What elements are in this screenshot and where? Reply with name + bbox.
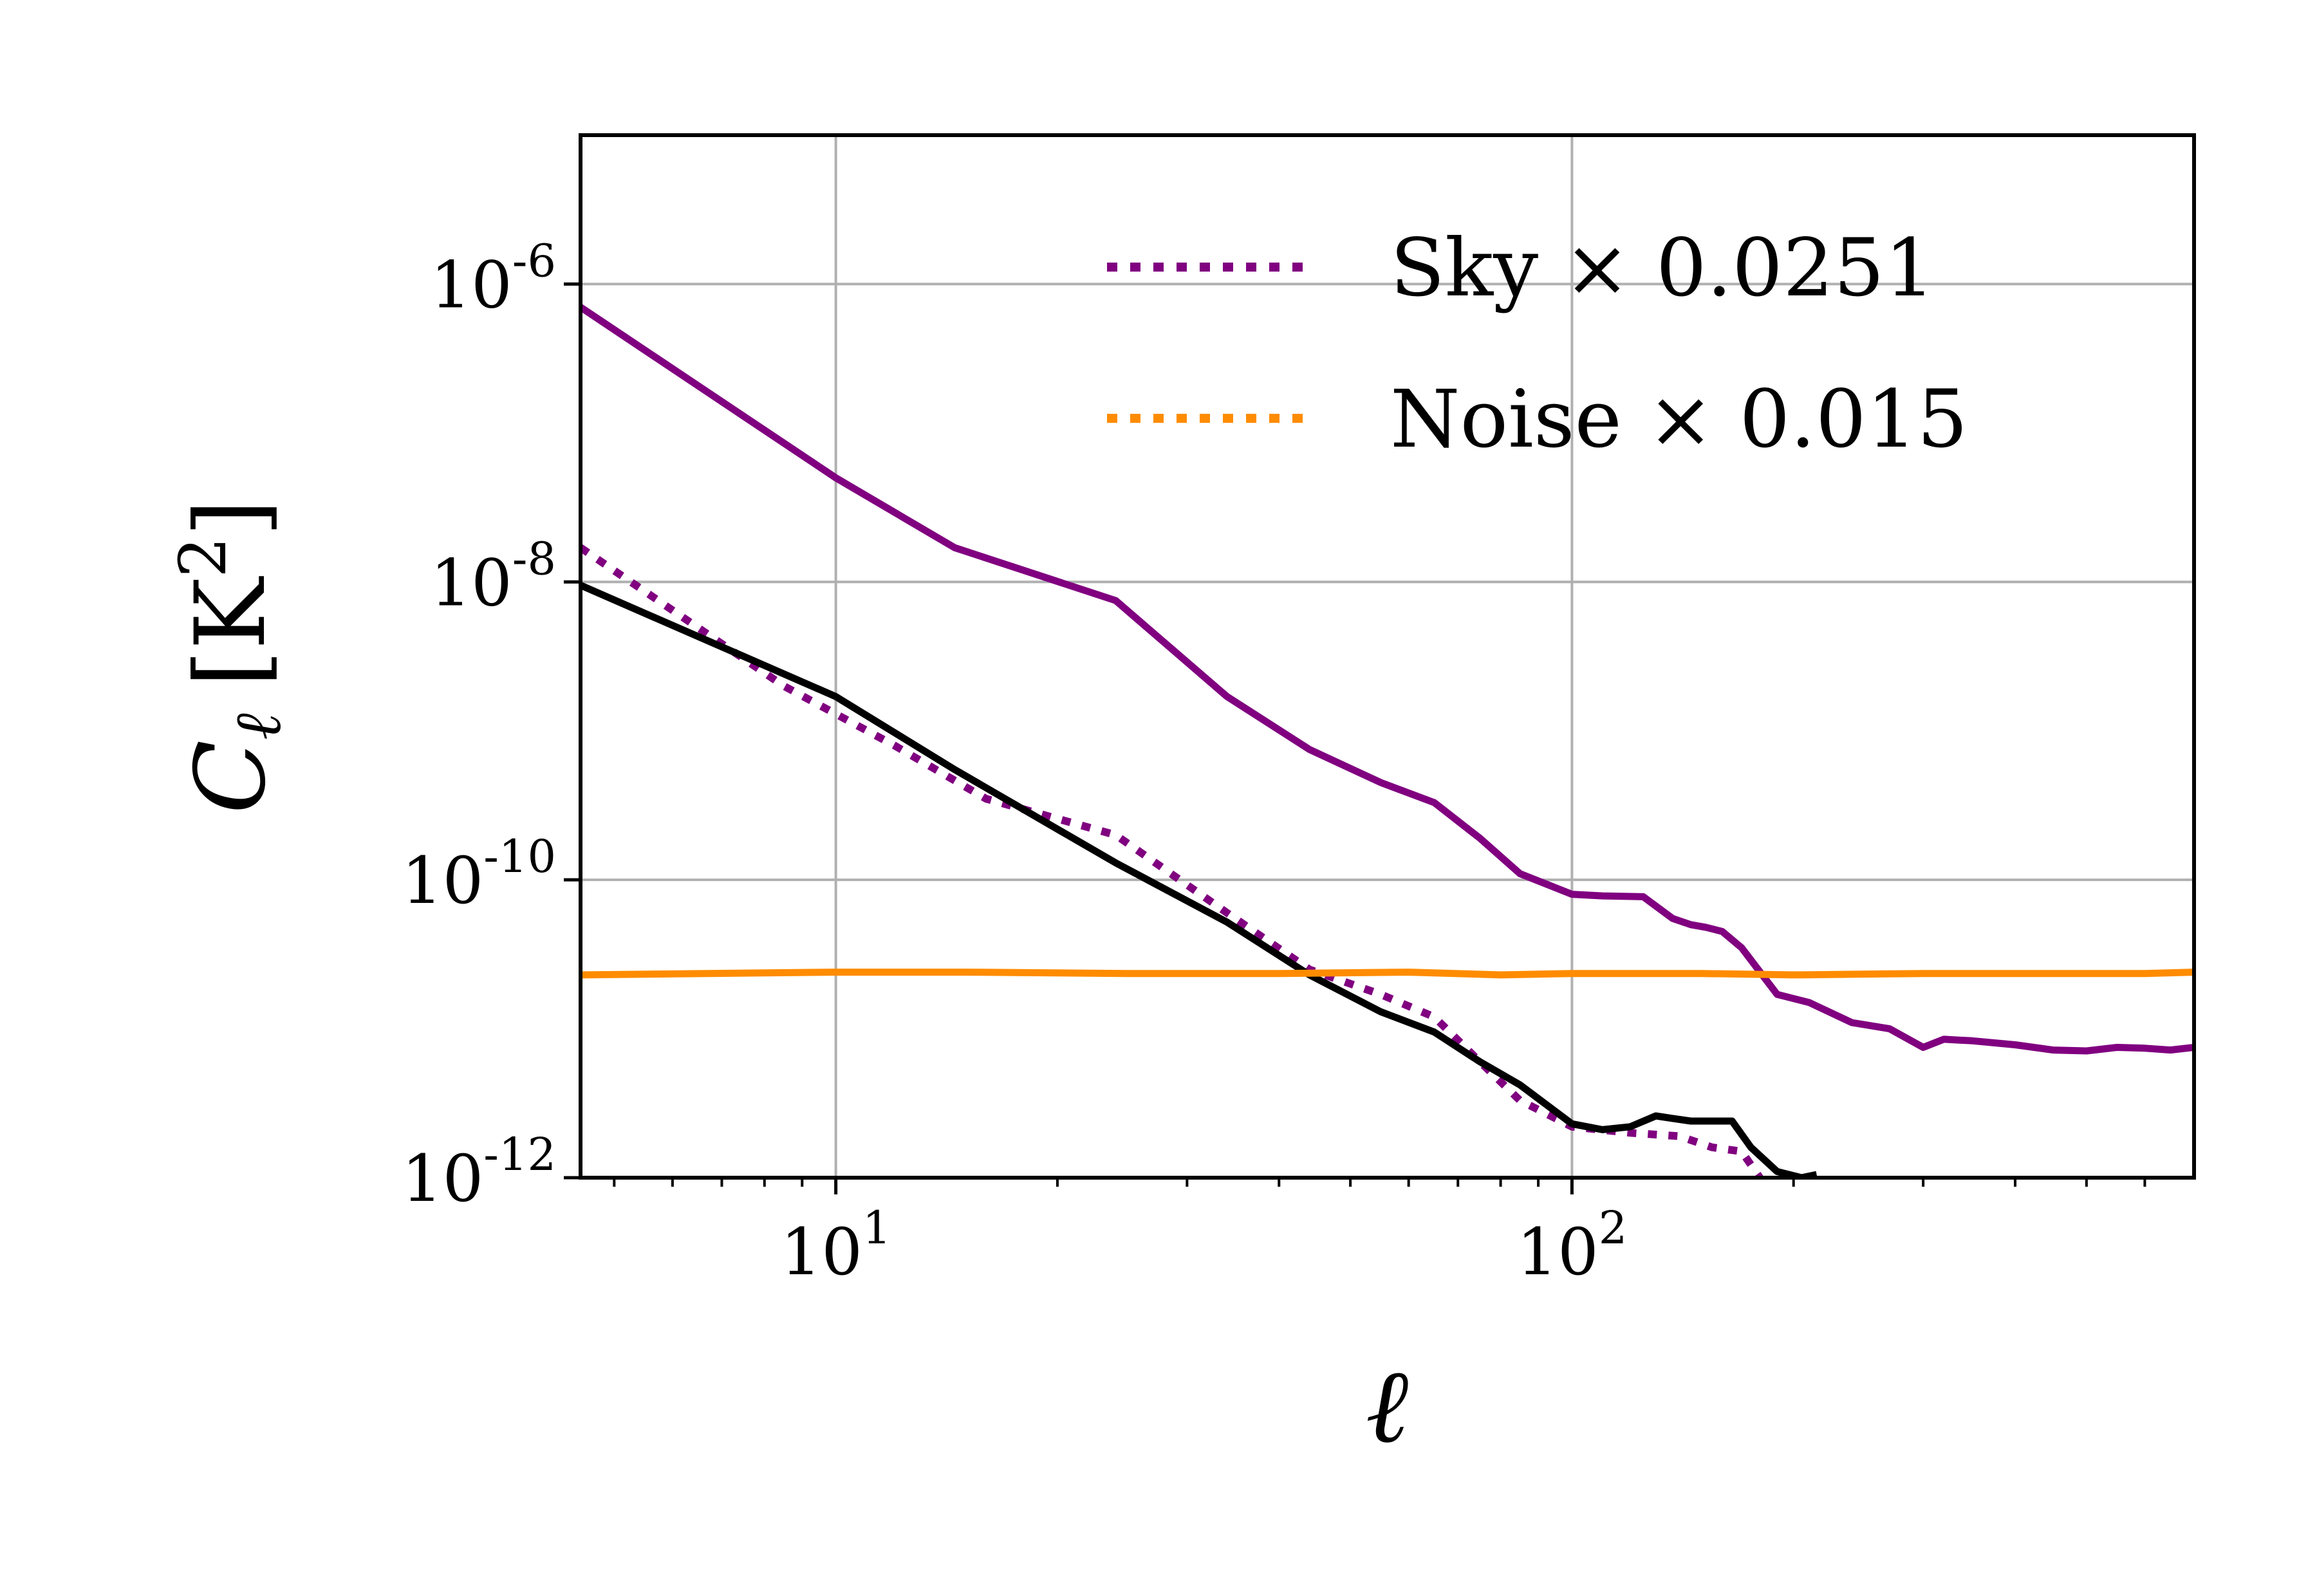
y-tick-base: 10 [431, 247, 512, 322]
legend-label: Noise × 0.015 [1390, 373, 1968, 466]
y-tick-exponent: -6 [512, 234, 556, 287]
y-tick-label: 10-6 [431, 234, 556, 322]
y-tick-base: 10 [402, 843, 483, 918]
series-line-sky-total [581, 304, 2194, 1055]
plot-frame [579, 133, 2196, 1180]
legend-label: Sky × 0.0251 [1390, 222, 1935, 315]
x-tick-exponent: 2 [1599, 1202, 1628, 1254]
series-line-noise [581, 969, 2194, 979]
tick-marks [564, 282, 2146, 1194]
y-axis-subscript: ℓ [220, 713, 295, 740]
y-axis-symbol: C [175, 740, 287, 814]
series-group [581, 304, 2194, 1178]
y-tick-exponent: -12 [483, 1128, 556, 1181]
y-axis-label: Cℓ [K2] [165, 499, 295, 813]
y-tick-exponent: -10 [483, 830, 556, 883]
y-axis-unit-open: [K [175, 576, 287, 688]
y-tick-label: 10-12 [402, 1128, 556, 1216]
y-tick-exponent: -8 [512, 532, 556, 585]
y-tick-label: 10-8 [431, 532, 556, 620]
x-tick-label: 101 [781, 1202, 891, 1290]
y-axis-unit-exp: 2 [165, 537, 241, 578]
x-tick-exponent: 1 [862, 1202, 891, 1254]
x-tick-base: 10 [781, 1214, 862, 1290]
x-tick-base: 10 [1517, 1214, 1599, 1290]
x-axis-label: ℓ [1366, 1346, 1409, 1466]
legend: Sky × 0.0251 Noise × 0.015 [1107, 222, 1968, 466]
y-axis-unit-close: ] [175, 499, 287, 537]
y-tick-base: 10 [402, 1141, 483, 1216]
series-line-signal [581, 582, 1818, 1178]
grid-lines [581, 135, 2194, 1178]
series-line-sky-scaled [581, 544, 1763, 1178]
y-tick-label: 10-10 [402, 830, 556, 918]
x-tick-label: 102 [1517, 1202, 1628, 1290]
y-tick-base: 10 [431, 545, 512, 620]
